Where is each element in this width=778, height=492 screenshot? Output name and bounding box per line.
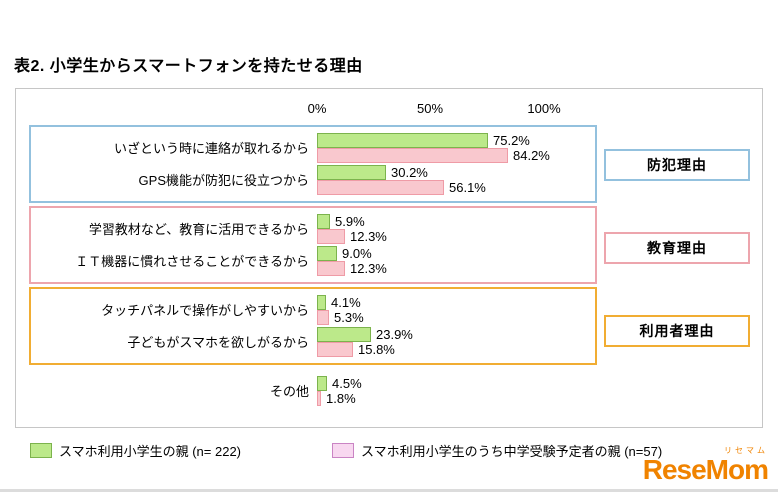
bar-series1 bbox=[317, 327, 371, 342]
bar-series1 bbox=[317, 376, 327, 391]
bar-series2 bbox=[317, 391, 321, 406]
bar-value-label: 5.3% bbox=[334, 310, 364, 325]
legend-swatch-parents bbox=[30, 443, 52, 458]
chart-row: その他 4.5% 1.8% bbox=[31, 376, 595, 406]
group-box-education: 学習教材など、教育に活用できるから 5.9% 12.3% ＩＴ機器に慣れさせるこ bbox=[29, 206, 597, 284]
bar-series2 bbox=[317, 342, 353, 357]
bar-pair: 4.5% 1.8% bbox=[317, 376, 595, 406]
category-label: その他 bbox=[269, 383, 309, 399]
group-box-user: タッチパネルで操作がしやすいから 4.1% 5.3% 子どもがスマホを欲しがるか bbox=[29, 287, 597, 365]
chart-area: 0% 50% 100% いざという時に連絡が取れるから 75.2% 84.2% bbox=[15, 88, 763, 428]
bar-value-label: 84.2% bbox=[513, 148, 550, 163]
bar-pair: 4.1% 5.3% bbox=[317, 295, 595, 325]
bar-series2 bbox=[317, 261, 345, 276]
chart-title: 表2. 小学生からスマートフォンを持たせる理由 bbox=[14, 58, 363, 75]
bar-series1 bbox=[317, 133, 488, 148]
chart-row: GPS機能が防犯に役立つから 30.2% 56.1% bbox=[31, 165, 595, 195]
bar-value-label: 23.9% bbox=[376, 327, 413, 342]
bar-series1 bbox=[317, 214, 330, 229]
bar-value-label: 56.1% bbox=[449, 180, 486, 195]
category-label: タッチパネルで操作がしやすいから bbox=[101, 302, 309, 318]
bar-value-label: 15.8% bbox=[358, 342, 395, 357]
legend-item-parents: スマホ利用小学生の親 (n= 222) bbox=[30, 441, 241, 460]
group-label-security: 防犯理由 bbox=[604, 149, 750, 181]
legend-label: スマホ利用小学生のうち中学受験予定者の親 (n=57) bbox=[361, 444, 663, 459]
bar-value-label: 4.1% bbox=[331, 295, 361, 310]
bar-series1 bbox=[317, 246, 337, 261]
group-box-security: いざという時に連絡が取れるから 75.2% 84.2% GPS機能が防犯に役立つ bbox=[29, 125, 597, 203]
category-label: GPS機能が防犯に役立つから bbox=[138, 172, 309, 188]
x-tick-100: 100% bbox=[527, 101, 561, 116]
chart-row: いざという時に連絡が取れるから 75.2% 84.2% bbox=[31, 133, 595, 163]
bar-pair: 9.0% 12.3% bbox=[317, 246, 595, 276]
chart-row: 子どもがスマホを欲しがるから 23.9% 15.8% bbox=[31, 327, 595, 357]
group-label-text: 教育理由 bbox=[647, 240, 707, 256]
bar-series2 bbox=[317, 180, 444, 195]
bar-value-label: 5.9% bbox=[335, 214, 365, 229]
chart-row: タッチパネルで操作がしやすいから 4.1% 5.3% bbox=[31, 295, 595, 325]
x-tick-0: 0% bbox=[307, 101, 327, 116]
bar-value-label: 4.5% bbox=[332, 376, 362, 391]
group-label-education: 教育理由 bbox=[604, 232, 750, 264]
bar-value-label: 12.3% bbox=[350, 229, 387, 244]
group-label-user: 利用者理由 bbox=[604, 315, 750, 347]
bar-pair: 23.9% 15.8% bbox=[317, 327, 595, 357]
bar-series1 bbox=[317, 165, 386, 180]
bar-series2 bbox=[317, 229, 345, 244]
row-other-wrapper: その他 4.5% 1.8% bbox=[29, 368, 597, 414]
bar-value-label: 12.3% bbox=[350, 261, 387, 276]
bar-series2 bbox=[317, 310, 329, 325]
chart-row: 学習教材など、教育に活用できるから 5.9% 12.3% bbox=[31, 214, 595, 244]
bar-value-label: 9.0% bbox=[342, 246, 372, 261]
bar-series1 bbox=[317, 295, 326, 310]
bar-series2 bbox=[317, 148, 508, 163]
bar-value-label: 30.2% bbox=[391, 165, 428, 180]
x-tick-50: 50% bbox=[416, 101, 444, 116]
bar-pair: 5.9% 12.3% bbox=[317, 214, 595, 244]
category-label: 学習教材など、教育に活用できるから bbox=[88, 221, 309, 237]
resemom-logo-text: ReseMom bbox=[642, 454, 769, 485]
legend-swatch-examinee-parents bbox=[332, 443, 354, 458]
plot: いざという時に連絡が取れるから 75.2% 84.2% GPS機能が防犯に役立つ bbox=[29, 125, 597, 417]
category-label: いざという時に連絡が取れるから bbox=[113, 140, 309, 156]
bar-pair: 30.2% 56.1% bbox=[317, 165, 595, 195]
chart-row: ＩＴ機器に慣れさせることができるから 9.0% 12.3% bbox=[31, 246, 595, 276]
bar-value-label: 75.2% bbox=[493, 133, 530, 148]
bottom-divider bbox=[0, 489, 778, 492]
group-label-text: 利用者理由 bbox=[639, 323, 715, 339]
bar-pair: 75.2% 84.2% bbox=[317, 133, 595, 163]
category-label: 子どもがスマホを欲しがるから bbox=[127, 334, 309, 350]
category-label: ＩＴ機器に慣れさせることができるから bbox=[75, 253, 309, 269]
legend-item-examinee-parents: スマホ利用小学生のうち中学受験予定者の親 (n=57) bbox=[332, 441, 662, 460]
resemom-logo: リセマム ReseMom bbox=[642, 446, 769, 485]
legend-label: スマホ利用小学生の親 (n= 222) bbox=[59, 444, 242, 459]
group-label-text: 防犯理由 bbox=[647, 157, 707, 173]
bar-value-label: 1.8% bbox=[326, 391, 356, 406]
resemom-logo-kana: リセマム bbox=[724, 446, 768, 455]
